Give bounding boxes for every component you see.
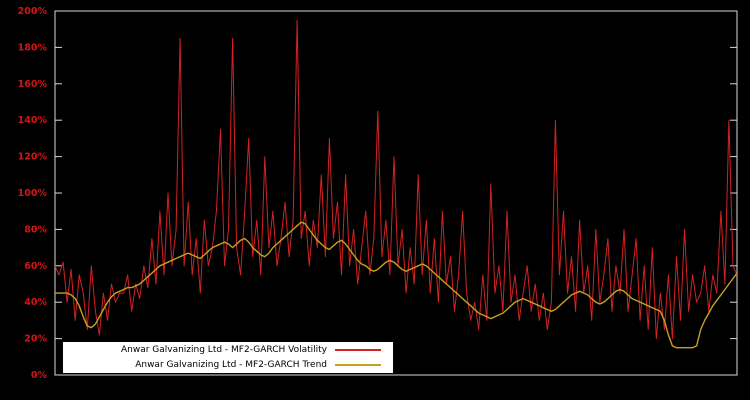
plot-border — [54, 10, 738, 376]
legend-line-sample-volatility — [335, 349, 381, 351]
y-tick-label: 200% — [18, 6, 48, 17]
legend-label-trend: Anwar Galvanizing Ltd - MF2-GARCH Trend — [135, 360, 327, 370]
legend-label-volatility: Anwar Galvanizing Ltd - MF2-GARCH Volati… — [120, 345, 327, 355]
legend-line-sample-trend — [335, 364, 381, 366]
trend-line — [55, 221, 738, 349]
y-tick-label: 120% — [18, 152, 48, 163]
legend-item-trend: Anwar Galvanizing Ltd - MF2-GARCH Trend — [67, 358, 389, 373]
y-tick-label: 100% — [18, 188, 48, 199]
y-tick-label: 20% — [24, 334, 47, 345]
y-tick-label: 60% — [24, 261, 47, 272]
y-tick-label: 0% — [31, 370, 48, 381]
y-tick-label: 160% — [18, 79, 48, 90]
y-tick-label: 80% — [24, 224, 47, 235]
y-tick-label: 180% — [18, 42, 48, 53]
volatility-line — [54, 19, 738, 340]
chart-legend: Anwar Galvanizing Ltd - MF2-GARCH Volati… — [63, 342, 393, 373]
legend-item-volatility: Anwar Galvanizing Ltd - MF2-GARCH Volati… — [67, 343, 389, 358]
y-tick-label: 140% — [18, 115, 48, 126]
y-tick-label: 40% — [24, 297, 47, 308]
